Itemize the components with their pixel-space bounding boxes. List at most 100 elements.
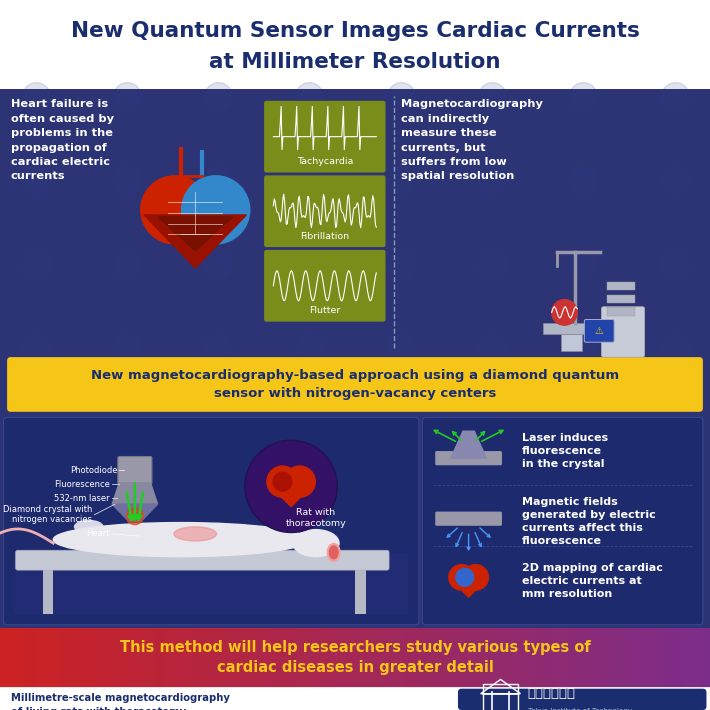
Bar [627, 628, 640, 687]
Bar [343, 628, 356, 687]
Bar [43, 568, 53, 614]
Bar [12, 628, 25, 687]
Ellipse shape [174, 527, 217, 541]
Text: Heart: Heart [87, 530, 110, 538]
FancyBboxPatch shape [584, 320, 614, 342]
Bar [225, 628, 238, 687]
Bar [14, 554, 408, 614]
Bar [130, 628, 143, 687]
Bar [414, 628, 427, 687]
Text: Rat with
thoracotomy: Rat with thoracotomy [285, 508, 346, 528]
FancyBboxPatch shape [264, 101, 386, 173]
Bar [639, 628, 652, 687]
Bar [391, 628, 404, 687]
Ellipse shape [293, 530, 339, 557]
Text: Magnetic fields
generated by electric
currents affect this
fluorescence: Magnetic fields generated by electric cu… [522, 498, 655, 546]
Text: Laser induces
fluorescence
in the crystal: Laser induces fluorescence in the crysta… [522, 433, 608, 469]
Text: Fluorescence: Fluorescence [54, 480, 110, 488]
Circle shape [284, 466, 315, 497]
Bar [261, 628, 273, 687]
Bar [474, 628, 486, 687]
Text: This method will help researchers study various types of
cardiac diseases in gre: This method will help researchers study … [119, 640, 591, 675]
Bar [426, 628, 439, 687]
Circle shape [245, 440, 337, 532]
FancyBboxPatch shape [458, 689, 706, 710]
Text: Photodiode: Photodiode [70, 466, 117, 474]
Circle shape [273, 472, 292, 491]
Bar [651, 628, 664, 687]
Bar [119, 628, 131, 687]
Bar [71, 628, 84, 687]
Bar [580, 628, 593, 687]
Polygon shape [158, 217, 233, 251]
Bar [236, 628, 250, 687]
Bar [561, 334, 582, 351]
FancyBboxPatch shape [601, 307, 645, 357]
Bar [284, 628, 297, 687]
Ellipse shape [327, 544, 340, 561]
FancyBboxPatch shape [435, 512, 502, 526]
Bar [0, 0, 710, 89]
Bar [483, 684, 518, 710]
Circle shape [449, 564, 474, 590]
Text: Millimetre-scale magnetocardiography
of living rats with thoracotomy: Millimetre-scale magnetocardiography of … [11, 693, 229, 710]
Bar [462, 628, 475, 687]
Bar [545, 628, 557, 687]
Bar [142, 628, 155, 687]
FancyBboxPatch shape [422, 417, 703, 625]
Bar [532, 628, 546, 687]
Polygon shape [112, 483, 158, 504]
Text: Tachycardia: Tachycardia [297, 158, 353, 166]
Circle shape [182, 176, 250, 244]
Bar [0, 89, 710, 355]
Text: New Quantum Sensor Images Cardiac Currents: New Quantum Sensor Images Cardiac Curren… [70, 21, 640, 40]
Bar [59, 628, 72, 687]
FancyBboxPatch shape [264, 175, 386, 247]
Bar [94, 628, 108, 687]
Bar [520, 628, 534, 687]
Text: at Millimeter Resolution: at Millimeter Resolution [209, 52, 501, 72]
Bar [662, 628, 676, 687]
Bar [438, 628, 451, 687]
Ellipse shape [329, 546, 338, 559]
Polygon shape [452, 580, 486, 597]
Bar [190, 628, 202, 687]
Circle shape [141, 176, 209, 244]
Bar [674, 628, 688, 687]
Bar [449, 628, 463, 687]
Bar [296, 628, 309, 687]
Bar [83, 628, 96, 687]
Bar [485, 628, 498, 687]
Bar [591, 628, 605, 687]
Polygon shape [144, 215, 246, 268]
Circle shape [463, 564, 488, 590]
Bar [367, 628, 380, 687]
Text: New magnetocardiography-based approach using a diamond quantum
sensor with nitro: New magnetocardiography-based approach u… [91, 369, 619, 400]
Circle shape [267, 466, 298, 497]
Ellipse shape [53, 523, 309, 557]
Circle shape [552, 300, 577, 325]
Bar [248, 628, 262, 687]
Bar [201, 628, 214, 687]
Polygon shape [451, 431, 486, 458]
Bar [607, 307, 635, 316]
Bar [106, 628, 120, 687]
Bar [568, 628, 581, 687]
Bar [272, 628, 285, 687]
Circle shape [456, 569, 474, 586]
Text: Flutter: Flutter [309, 307, 341, 315]
Ellipse shape [75, 520, 103, 533]
Text: Tokyo Institute of Technology: Tokyo Institute of Technology [528, 708, 632, 710]
FancyBboxPatch shape [118, 457, 152, 484]
Text: 東京工業大学: 東京工業大学 [528, 687, 576, 700]
Bar [556, 628, 569, 687]
Polygon shape [112, 504, 158, 522]
Bar [0, 687, 710, 710]
Bar [165, 628, 179, 687]
FancyBboxPatch shape [16, 550, 389, 570]
Text: 2D mapping of cardiac
electric currents at
mm resolution: 2D mapping of cardiac electric currents … [522, 564, 662, 599]
Bar [698, 628, 710, 687]
Bar [213, 628, 226, 687]
Bar [509, 628, 522, 687]
Text: 532-nm laser: 532-nm laser [55, 494, 110, 503]
